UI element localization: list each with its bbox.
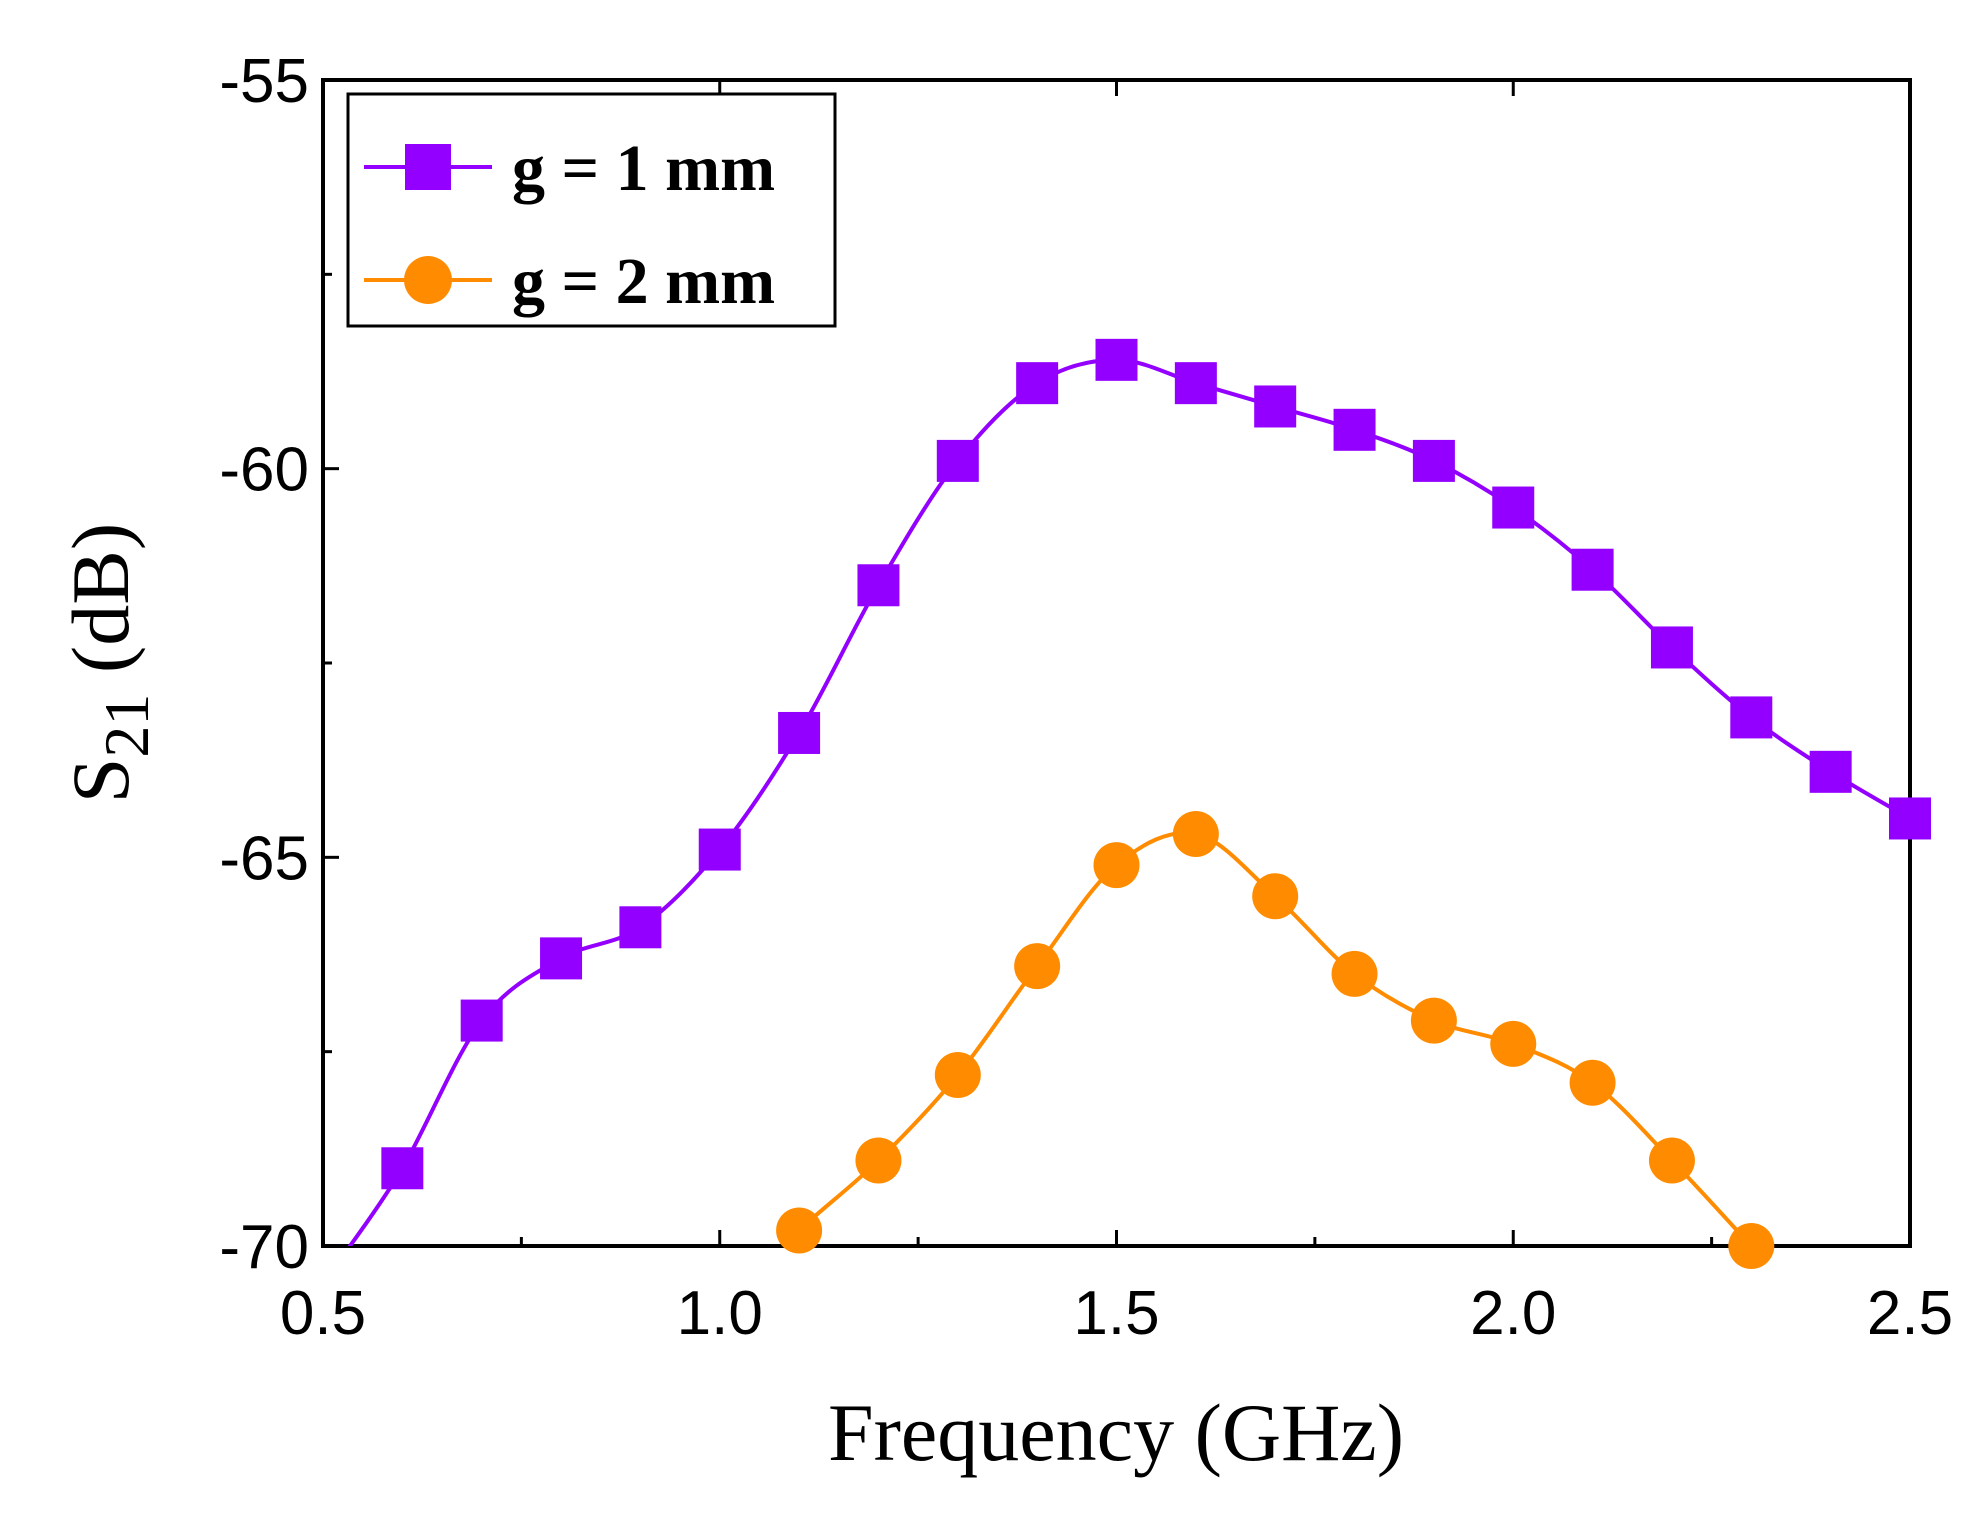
series-line-1 xyxy=(347,357,1910,1246)
g1-point xyxy=(1412,439,1455,482)
y-tick-label: -65 xyxy=(219,824,309,893)
g1-point xyxy=(1571,548,1614,591)
g1-point xyxy=(381,1147,424,1190)
g1-point xyxy=(1174,362,1217,405)
x-axis-title: Frequency (GHz) xyxy=(828,1387,1404,1478)
g2-point xyxy=(1331,950,1378,997)
legend-marker-circle xyxy=(404,256,452,304)
g1-point xyxy=(1016,362,1059,405)
x-tick-label: 1.5 xyxy=(1073,1279,1159,1348)
g1-point xyxy=(1650,626,1693,669)
x-tick-label: 2.0 xyxy=(1470,1279,1556,1348)
x-tick-label: 1.0 xyxy=(677,1279,763,1348)
g1-point xyxy=(540,937,583,980)
g2-point xyxy=(1490,1020,1537,1067)
y-tick-label: -55 xyxy=(219,47,309,116)
g1-point xyxy=(1492,486,1535,529)
g1-point xyxy=(857,564,900,607)
g1-point xyxy=(1333,408,1376,451)
svg-text:S21 (dB): S21 (dB) xyxy=(55,523,162,803)
g2-point xyxy=(1569,1059,1616,1106)
g1-point xyxy=(1254,385,1297,428)
series-layer xyxy=(347,357,1910,1246)
g1-point xyxy=(619,906,662,949)
markers-layer xyxy=(381,338,1931,1269)
g2-point xyxy=(1728,1223,1775,1269)
legend-label-1: g = 1 mm xyxy=(512,132,775,205)
g2-point xyxy=(1014,943,1061,990)
y-tick-label: -70 xyxy=(219,1213,309,1282)
legend-label-2: g = 2 mm xyxy=(512,245,775,318)
g1-point xyxy=(778,711,821,754)
y-axis-title-sub: 21 xyxy=(91,694,162,758)
g2-point xyxy=(1648,1137,1695,1184)
g1-point xyxy=(936,439,979,482)
g2-point xyxy=(1172,811,1219,858)
g1-point xyxy=(698,828,741,871)
y-axis-title-main: S xyxy=(55,758,146,804)
g2-point xyxy=(776,1207,823,1254)
x-tick-label: 0.5 xyxy=(280,1279,366,1348)
axis-tick-labels: 0.5 1.0 1.5 2.0 2.5 -55 -60 -65 -70 xyxy=(219,47,1953,1348)
g2-point xyxy=(1093,842,1140,889)
g1-point xyxy=(1730,696,1773,739)
g2-point xyxy=(934,1051,981,1098)
g1-point xyxy=(1889,797,1931,840)
g2-point xyxy=(855,1137,902,1184)
y-tick-label: -60 xyxy=(219,436,309,505)
g2-point xyxy=(1252,873,1299,920)
x-tick-label: 2.5 xyxy=(1867,1279,1953,1348)
legend: g = 1 mm g = 2 mm xyxy=(346,92,837,328)
legend-marker-square xyxy=(405,144,451,190)
y-axis-title: S21 (dB) xyxy=(55,523,162,803)
g2-point xyxy=(1410,997,1457,1044)
g1-point xyxy=(1095,338,1138,381)
y-axis-title-unit: (dB) xyxy=(55,523,146,694)
g1-point xyxy=(1809,750,1852,793)
g1-point xyxy=(460,999,503,1042)
